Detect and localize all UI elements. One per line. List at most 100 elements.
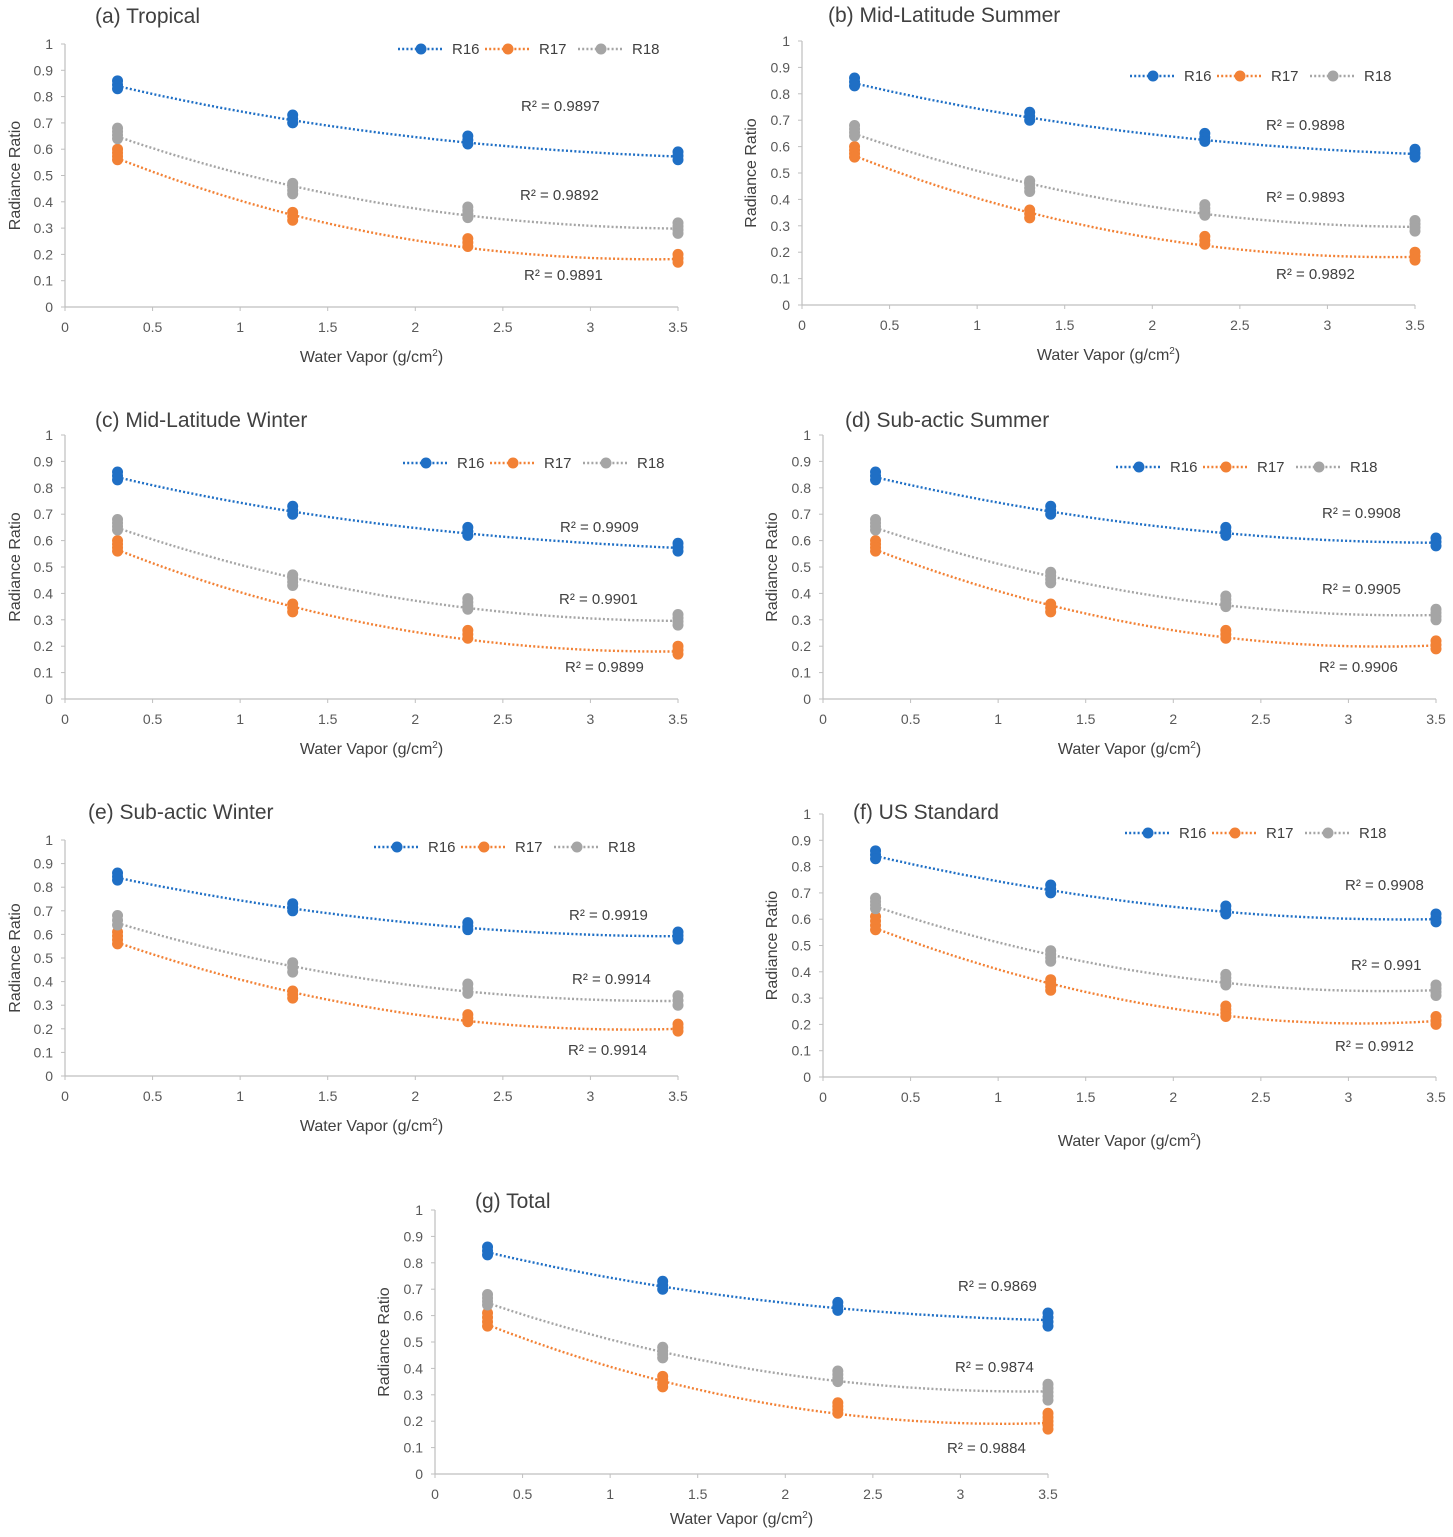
- data-point-r16: [1199, 135, 1211, 147]
- data-point-r17: [870, 545, 882, 557]
- data-point-r16: [287, 508, 299, 520]
- y-tick-label: 0.3: [404, 1387, 424, 1403]
- y-tick-label: 0.1: [404, 1440, 424, 1456]
- data-point-r17: [1045, 606, 1057, 618]
- x-tick-label: 1: [606, 1486, 614, 1502]
- data-point-r17: [1024, 212, 1036, 224]
- y-tick-label: 0.5: [34, 559, 54, 575]
- x-axis-title: Water Vapor (g/cm2): [1058, 740, 1201, 758]
- r2-label-r16: R² = 0.9909: [560, 519, 639, 536]
- r2-label-r18: R² = 0.9905: [1322, 581, 1401, 598]
- legend-marker: [1142, 827, 1154, 839]
- trendline-r18: [487, 1301, 1048, 1393]
- x-tick-label: 3: [587, 1088, 595, 1104]
- chart-panel: (e) Sub-actic Winter 0 0.1 0.2 0.3 0.4 0.5 0.6 0…: [7, 801, 688, 1135]
- x-axis-title: Water Vapor (g/cm2): [300, 740, 443, 758]
- x-tick-label: 3.5: [668, 711, 688, 727]
- r2-label-r18: R² = 0.9901: [559, 591, 638, 608]
- data-point-r17: [112, 938, 124, 950]
- data-point-r18: [462, 987, 474, 999]
- x-axis-title: Water Vapor (g/cm2): [300, 1117, 443, 1135]
- data-point-r18: [482, 1299, 494, 1311]
- y-axis-title: Radiance Ratio: [7, 512, 24, 622]
- legend-label-r18: R18: [1359, 825, 1387, 842]
- legend-marker: [1133, 461, 1145, 473]
- y-tick-label: 0.4: [404, 1360, 424, 1376]
- x-tick-label: 1: [994, 711, 1002, 727]
- y-axis-title: Radiance Ratio: [764, 891, 781, 1001]
- y-tick-label: 0: [803, 691, 811, 707]
- y-tick-label: 0.1: [34, 1044, 54, 1060]
- legend-marker: [478, 841, 490, 853]
- data-point-r16: [1220, 529, 1232, 541]
- x-tick-label: 0: [61, 1088, 69, 1104]
- x-tick-label: 1: [236, 319, 244, 335]
- y-tick-label: 0.6: [34, 533, 54, 549]
- legend-marker: [1313, 461, 1325, 473]
- x-axis-title: Water Vapor (g/cm2): [1037, 346, 1180, 364]
- panel-title: (g) Total: [475, 1190, 550, 1213]
- legend-marker: [415, 43, 427, 55]
- y-tick-label: 0.9: [34, 62, 54, 78]
- data-point-r18: [1024, 185, 1036, 197]
- legend-marker: [391, 841, 403, 853]
- trendline-r17: [854, 154, 1416, 259]
- legend-label-r16: R16: [1179, 825, 1207, 842]
- x-axis-title: Water Vapor (g/cm2): [670, 1510, 813, 1528]
- data-point-r18: [672, 999, 684, 1011]
- y-tick-label: 0.8: [34, 480, 54, 496]
- y-tick-label: 0.1: [792, 1043, 812, 1059]
- x-tick-label: 3: [1324, 317, 1332, 333]
- y-tick-label: 0.8: [792, 859, 812, 875]
- legend-label-r18: R18: [632, 41, 660, 58]
- x-tick-label: 2.5: [1251, 711, 1271, 727]
- data-point-r16: [462, 924, 474, 936]
- data-point-r16: [672, 933, 684, 945]
- y-tick-label: 0.2: [34, 1021, 54, 1037]
- r2-label-r16: R² = 0.9919: [569, 907, 648, 924]
- x-tick-label: 3.5: [1426, 711, 1446, 727]
- y-tick-label: 0.7: [792, 506, 812, 522]
- x-tick-label: 0.5: [901, 1089, 921, 1105]
- x-tick-label: 1: [236, 1088, 244, 1104]
- data-point-r18: [870, 524, 882, 536]
- y-tick-label: 0.5: [34, 168, 54, 184]
- y-axis-title: Radiance Ratio: [7, 903, 24, 1013]
- x-tick-label: 0: [819, 1089, 827, 1105]
- data-point-r18: [112, 133, 124, 145]
- data-point-r17: [462, 632, 474, 644]
- data-point-r18: [287, 966, 299, 978]
- y-tick-label: 0.9: [404, 1228, 424, 1244]
- legend-label-r17: R17: [1271, 68, 1299, 85]
- y-tick-label: 0: [45, 299, 53, 315]
- data-point-r18: [112, 524, 124, 536]
- data-point-r18: [1409, 225, 1421, 237]
- data-point-r18: [287, 188, 299, 200]
- data-point-r17: [287, 214, 299, 226]
- r2-label-r16: R² = 0.9908: [1345, 877, 1424, 894]
- chart-panel: (d) Sub-actic Summer 0 0.1 0.2 0.3 0.4 0.5 0.6 0…: [764, 409, 1446, 758]
- data-point-r18: [1042, 1394, 1054, 1406]
- data-point-r17: [112, 545, 124, 557]
- y-tick-label: 0.6: [771, 139, 791, 155]
- r2-label-r18: R² = 0.991: [1351, 957, 1421, 974]
- legend-label-r17: R17: [1266, 825, 1294, 842]
- y-tick-label: 0.2: [34, 638, 54, 654]
- data-point-r17: [462, 241, 474, 253]
- legend-marker: [571, 841, 583, 853]
- x-tick-label: 2.5: [1251, 1089, 1271, 1105]
- data-point-r17: [1220, 632, 1232, 644]
- r2-label-r16: R² = 0.9897: [521, 98, 600, 115]
- data-point-r18: [112, 919, 124, 931]
- trendline-r17: [875, 548, 1437, 648]
- x-tick-label: 1.5: [1076, 711, 1096, 727]
- y-tick-label: 0.3: [792, 612, 812, 628]
- trendline-r18: [117, 921, 678, 1003]
- x-tick-label: 0.5: [880, 317, 900, 333]
- x-tick-label: 1.5: [1076, 1089, 1096, 1105]
- y-tick-label: 0.4: [34, 585, 54, 601]
- data-point-r17: [672, 648, 684, 660]
- trendline-r18: [854, 132, 1416, 229]
- data-point-r18: [1045, 577, 1057, 589]
- trendline-r17: [117, 157, 679, 261]
